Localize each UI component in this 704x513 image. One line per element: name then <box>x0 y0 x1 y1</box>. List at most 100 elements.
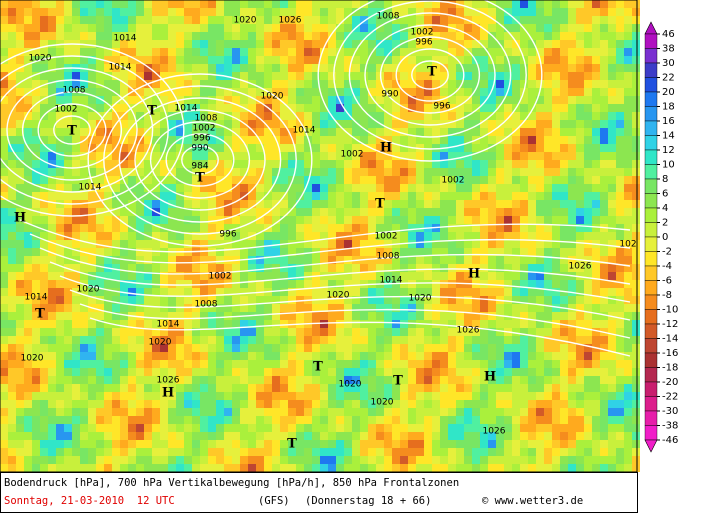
colorbar-label: -2 <box>662 247 672 258</box>
field-cell <box>416 176 424 184</box>
field-cell <box>184 440 192 448</box>
field-cell <box>144 120 152 128</box>
field-cell <box>384 264 392 272</box>
field-cell <box>56 368 64 376</box>
field-cell <box>176 120 184 128</box>
field-cell <box>168 336 176 344</box>
field-cell <box>464 400 472 408</box>
field-cell <box>616 320 624 328</box>
field-cell <box>288 160 296 168</box>
field-cell <box>24 304 32 312</box>
field-cell <box>328 344 336 352</box>
field-cell <box>464 368 472 376</box>
pressure-center: T <box>313 360 323 375</box>
field-cell <box>328 16 336 24</box>
field-cell <box>88 296 96 304</box>
field-cell <box>448 336 456 344</box>
field-cell <box>544 304 552 312</box>
field-cell <box>248 320 256 328</box>
field-cell <box>320 88 328 96</box>
field-cell <box>480 328 488 336</box>
field-cell <box>472 312 480 320</box>
field-cell <box>16 344 24 352</box>
field-cell <box>32 192 40 200</box>
field-cell <box>104 320 112 328</box>
field-cell <box>40 16 48 24</box>
field-cell <box>128 392 136 400</box>
field-cell <box>0 200 8 208</box>
field-cell <box>624 408 632 416</box>
field-cell <box>456 392 464 400</box>
field-cell <box>272 184 280 192</box>
field-cell <box>560 360 568 368</box>
field-cell <box>280 464 288 472</box>
field-cell <box>200 456 208 464</box>
field-cell <box>576 432 584 440</box>
field-cell <box>568 208 576 216</box>
field-cell <box>208 88 216 96</box>
field-cell <box>48 240 56 248</box>
field-cell <box>488 448 496 456</box>
field-cell <box>432 176 440 184</box>
field-cell <box>8 8 16 16</box>
colorbar-label: -20 <box>662 377 678 388</box>
field-cell <box>56 80 64 88</box>
field-cell <box>392 104 400 112</box>
field-cell <box>552 440 560 448</box>
field-cell <box>528 144 536 152</box>
field-cell <box>192 136 200 144</box>
field-cell <box>520 448 528 456</box>
field-cell <box>168 200 176 208</box>
colorbar-label: 38 <box>662 44 675 55</box>
field-cell <box>16 400 24 408</box>
field-cell <box>32 160 40 168</box>
field-cell <box>144 176 152 184</box>
field-cell <box>160 128 168 136</box>
field-cell <box>0 208 8 216</box>
field-cell <box>312 64 320 72</box>
field-cell <box>264 24 272 32</box>
field-cell <box>608 424 616 432</box>
field-cell <box>336 224 344 232</box>
field-cell <box>96 152 104 160</box>
field-cell <box>72 56 80 64</box>
field-cell <box>152 320 160 328</box>
field-cell <box>616 16 624 24</box>
field-cell <box>8 0 16 8</box>
field-cell <box>96 160 104 168</box>
field-cell <box>568 200 576 208</box>
field-cell <box>624 312 632 320</box>
field-cell <box>384 104 392 112</box>
field-cell <box>536 456 544 464</box>
field-cell <box>520 304 528 312</box>
field-cell <box>272 392 280 400</box>
field-cell <box>472 248 480 256</box>
field-cell <box>32 56 40 64</box>
field-cell <box>32 400 40 408</box>
field-cell <box>240 360 248 368</box>
field-cell <box>112 328 120 336</box>
field-cell <box>600 56 608 64</box>
field-cell <box>168 0 176 8</box>
field-cell <box>568 56 576 64</box>
field-cell <box>488 440 496 448</box>
field-cell <box>304 272 312 280</box>
field-cell <box>112 240 120 248</box>
field-cell <box>272 432 280 440</box>
field-cell <box>184 344 192 352</box>
field-cell <box>216 32 224 40</box>
field-cell <box>240 352 248 360</box>
field-cell <box>304 8 312 16</box>
field-cell <box>48 16 56 24</box>
field-cell <box>416 272 424 280</box>
field-cell <box>72 144 80 152</box>
field-cell <box>424 232 432 240</box>
field-cell <box>248 104 256 112</box>
field-cell <box>376 384 384 392</box>
field-cell <box>64 160 72 168</box>
field-cell <box>192 224 200 232</box>
field-cell <box>376 24 384 32</box>
field-cell <box>616 280 624 288</box>
field-cell <box>584 432 592 440</box>
isobar-label: 1026 <box>279 16 302 26</box>
